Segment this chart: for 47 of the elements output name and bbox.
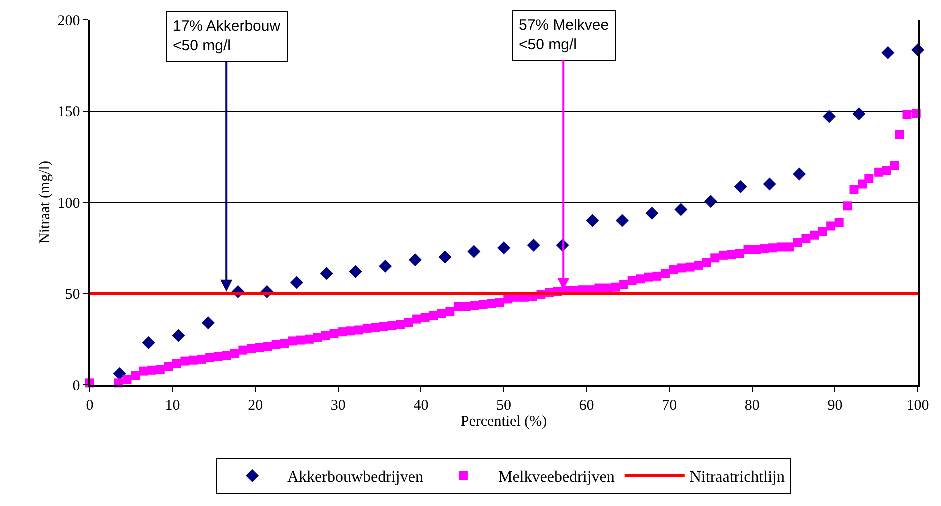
x-tick-label: 30 <box>330 398 346 414</box>
point <box>586 214 600 228</box>
point <box>704 195 718 208</box>
point <box>172 329 186 342</box>
point <box>320 267 334 280</box>
x-axis-title: Percentiel (%) <box>460 414 548 430</box>
point <box>290 276 304 290</box>
point <box>616 214 629 228</box>
x-tick-label: 50 <box>496 398 512 414</box>
point <box>438 250 452 264</box>
y-axis-title: Nitraat (mg/l) <box>38 161 54 244</box>
x-tick-label: 100 <box>906 398 930 414</box>
point <box>527 238 540 252</box>
annotation: 57% Melkvee <50 mg/l <box>519 17 610 54</box>
y-tick-label: 0 <box>72 378 80 394</box>
point <box>349 265 362 278</box>
point <box>142 336 156 350</box>
y-tick-label: 50 <box>65 287 80 303</box>
point <box>822 110 836 124</box>
x-tick-label: 0 <box>86 398 94 414</box>
legend-label: Nitraatrichtlijn <box>690 469 785 486</box>
point <box>852 107 866 120</box>
x-tick-label: 20 <box>248 398 264 414</box>
x-tick-label: 80 <box>744 398 760 414</box>
point <box>674 203 688 216</box>
point <box>882 46 895 60</box>
x-tick-label: 90 <box>828 398 843 414</box>
point <box>763 178 776 191</box>
point <box>734 180 748 194</box>
point <box>408 253 422 266</box>
legend-label: Akkerbouwbedrijven <box>288 469 424 486</box>
y-tick-label: 100 <box>58 196 80 212</box>
point <box>202 316 215 330</box>
y-tick-label: 150 <box>58 104 80 120</box>
x-tick-label: 70 <box>662 398 678 414</box>
legend-label: Melkveebedrijven <box>498 469 615 486</box>
annotation: 17% Akkerbouw <50 mg/l <box>173 18 281 54</box>
point <box>498 242 510 255</box>
point <box>646 206 659 220</box>
x-tick-label: 10 <box>165 398 180 414</box>
x-tick-label: 40 <box>414 398 429 414</box>
y-tick-label: 200 <box>58 13 80 30</box>
point <box>113 368 126 381</box>
point <box>793 168 806 181</box>
point <box>468 245 481 258</box>
point <box>379 260 392 273</box>
x-tick-label: 60 <box>579 398 594 414</box>
